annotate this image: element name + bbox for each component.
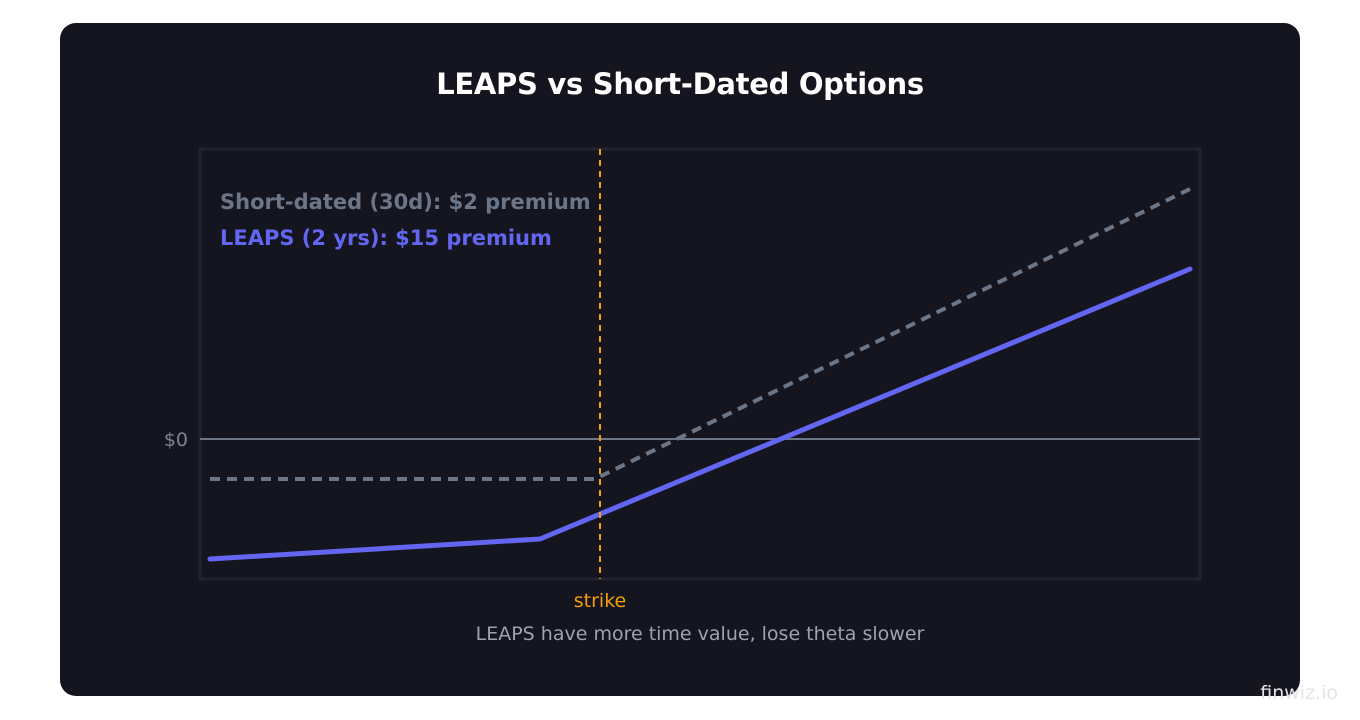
plot-area (198, 147, 1202, 581)
chart-title: LEAPS vs Short-Dated Options (436, 67, 924, 101)
legend-leaps: LEAPS (2 yrs): $15 premium (220, 226, 552, 250)
chart-card: LEAPS vs Short-Dated Options $0 strike S… (60, 23, 1300, 696)
chart-caption: LEAPS have more time value, lose theta s… (476, 623, 925, 645)
strike-label: strike (574, 590, 626, 612)
zero-tick-label: $0 (164, 429, 188, 451)
legend-short-dated: Short-dated (30d): $2 premium (220, 190, 591, 214)
chart-svg: $0 strike Short-dated (30d): $2 premium … (164, 147, 1202, 645)
leaps-line (207, 266, 1193, 562)
short-dated-line (210, 187, 1191, 481)
watermark: finwiz.io (1260, 682, 1338, 704)
